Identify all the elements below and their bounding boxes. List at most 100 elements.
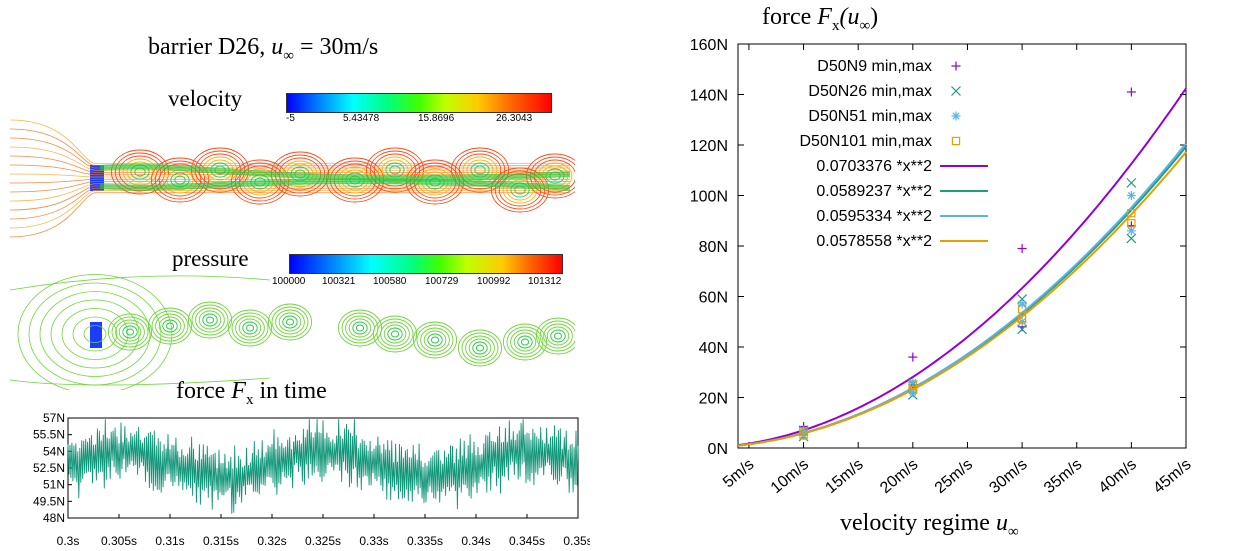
left-title-suffix: = 30m/s <box>293 34 379 60</box>
x-tick-label: 0.35s <box>563 534 590 548</box>
velocity-contour <box>10 185 570 211</box>
x-tick-label: 0.345s <box>509 534 545 548</box>
pressure-vortex-contour <box>546 326 570 346</box>
velocity-vortex-contour <box>369 150 421 190</box>
velocity-contour <box>10 192 570 238</box>
barrier-block <box>90 322 102 348</box>
pressure-vortex-contour <box>345 315 375 341</box>
x-tick-label: 35m/s <box>1041 456 1085 497</box>
fv-title-close: ) <box>870 4 879 30</box>
y-tick-label: 57N <box>43 411 65 425</box>
pressure-contour <box>61 308 129 360</box>
force-time-title-sub: x <box>245 391 254 408</box>
pressure-vortex-contour <box>187 301 233 339</box>
x-tick-label: 40m/s <box>1096 456 1140 497</box>
pressure-contour <box>50 299 140 369</box>
pressure-vortex-contour <box>355 324 365 332</box>
pressure-vortex-contour <box>535 317 575 355</box>
pressure-vortex-contour <box>502 323 548 361</box>
velocity-contour <box>10 181 570 193</box>
x-tick-label: 0.305s <box>101 534 137 548</box>
x-tick-label: 25m/s <box>932 456 976 497</box>
x-tick-label: 0.32s <box>257 534 286 548</box>
scatter-point <box>1126 177 1137 188</box>
velocity-tick: -5 <box>286 113 295 124</box>
pressure-vortex-contour <box>151 310 189 342</box>
legend-label: D50N9 min,max <box>817 58 932 75</box>
x-tick-label: 0.33s <box>359 534 388 548</box>
velocity-vortex-contour <box>158 163 202 197</box>
fit-curve-line <box>737 151 1187 447</box>
pressure-vortex-contour <box>282 315 298 329</box>
pressure-vortex-contour <box>118 322 142 342</box>
velocity-contour-plot <box>10 119 575 238</box>
y-tick-label: 51N <box>43 478 65 492</box>
pressure-vortex-contour <box>506 326 544 358</box>
pressure-vortex-contour <box>372 315 418 353</box>
pressure-vortex-contour <box>416 324 454 356</box>
scatter-point <box>1017 304 1027 314</box>
pressure-vortex-contour <box>285 318 295 326</box>
scatter-point <box>1126 226 1136 236</box>
pressure-vortex-contour <box>125 328 135 336</box>
velocity-vortex-contour <box>389 165 401 175</box>
pressure-tick: 100729 <box>425 276 459 287</box>
pressure-colorbar-ticks: 100000 100321 100580 100729 100992 10131… <box>272 276 572 290</box>
scatter-point <box>908 380 918 390</box>
velocity-contour <box>10 190 570 229</box>
pressure-label: pressure <box>172 246 249 271</box>
pressure-contour <box>83 325 107 343</box>
pressure-contour-plot <box>10 274 575 390</box>
y-tick-label: 100N <box>690 189 728 206</box>
pressure-vortex-contour <box>191 304 229 336</box>
left-title-prefix: barrier D26, <box>148 34 266 60</box>
force-time-chart: 57N 55.5N 54N 52.5N 51N 49.5N 48N 0.3s 0.305s 0.3… <box>33 411 590 548</box>
pressure-colorbar <box>289 254 563 274</box>
velocity-vortex-contour <box>490 167 550 213</box>
pressure-vortex-contour <box>235 315 265 341</box>
scatter-point <box>1017 299 1027 309</box>
pressure-vortex-contour <box>337 309 383 347</box>
x-tick-label: 10m/s <box>768 456 812 497</box>
fv-title-arg-sub: ∞ <box>859 17 871 34</box>
y-tick-label: 80N <box>699 239 728 256</box>
pressure-vortex-contour <box>107 313 153 351</box>
pressure-vortex-contour <box>271 306 309 338</box>
pressure-vortex-contour <box>457 329 503 367</box>
pressure-vortex-contour <box>348 318 372 338</box>
scatter-point <box>908 352 918 362</box>
velocity-contour <box>10 128 570 167</box>
velocity-contour <box>10 173 570 178</box>
legend-label: D50N101 min,max <box>800 133 933 150</box>
pressure-vortex-contour <box>231 312 269 344</box>
force-time-series-line <box>67 419 579 514</box>
velocity-wake <box>99 163 571 181</box>
force-velocity-title: force Fx(u∞) <box>762 4 878 35</box>
pressure-tick: 100321 <box>322 276 356 287</box>
pressure-vortex-contour <box>465 335 495 361</box>
legend-marker <box>951 136 961 146</box>
y-tick-label: 49.5N <box>33 494 65 508</box>
y-tick-label: 120N <box>690 138 728 155</box>
pressure-vortex-contour <box>155 313 185 339</box>
velocity-vortex-contour <box>474 165 486 175</box>
fit-curve-line <box>737 142 1187 447</box>
pressure-tick: 100992 <box>477 276 511 287</box>
scatter-point <box>1017 315 1027 324</box>
legend-marker <box>951 61 961 71</box>
pressure-vortex-contour <box>539 320 575 352</box>
velocity-vortex-contour <box>454 150 506 190</box>
pressure-vortex-contour <box>420 327 450 353</box>
velocity-vortex-contour <box>110 149 170 195</box>
legend-marker <box>951 86 961 96</box>
y-tick-label: 160N <box>690 37 728 54</box>
fv-title-arg: (u <box>839 4 860 30</box>
y-tick-label: 40N <box>699 340 728 357</box>
pressure-vortex-contour <box>517 335 533 349</box>
pressure-vortex-contour <box>195 307 225 333</box>
pressure-vortex-contour <box>352 321 368 335</box>
scatter-point <box>1127 219 1136 228</box>
x-tick-label: 0.34s <box>461 534 490 548</box>
pressure-vortex-contour <box>242 321 258 335</box>
scatter-point <box>1126 233 1137 244</box>
